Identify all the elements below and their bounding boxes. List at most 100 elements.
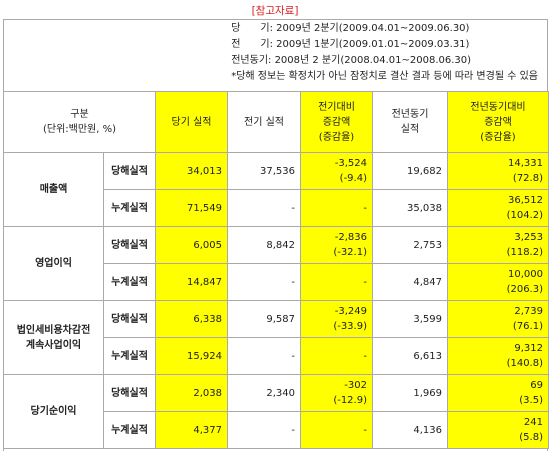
- value-cell: 14,847: [155, 263, 228, 301]
- header-cell: 구분 (단위:백만원, %): [3, 91, 156, 153]
- value-text: -: [363, 424, 367, 436]
- data-row: 영업이익 당해실적 6,005 8,842 -2,836 (-32.1) 2,753 3,25…: [3, 226, 549, 301]
- value-cell: -2,836 (-32.1): [300, 226, 373, 264]
- header-text: 전기대비: [318, 101, 355, 113]
- group-text: 영업이익: [35, 258, 72, 269]
- data-row: 누계실적 4,377 - - 4,136 241 (5.8): [4, 411, 549, 449]
- value-cell: -3,524 (-9.4): [300, 152, 373, 190]
- data-row: 누계실적 71,549 - - 35,038 36,512 (104.2): [4, 189, 549, 227]
- value-cell: 3,253 (118.2): [447, 226, 549, 264]
- value-text: (104.2): [506, 210, 543, 221]
- value-text: -: [291, 350, 295, 362]
- header-cell: 당기 실적: [155, 91, 228, 153]
- value-cell: 71,549: [155, 189, 228, 227]
- value-cell: 35,038: [372, 189, 448, 227]
- value-text: -: [363, 350, 367, 362]
- value-cell: 9,312 (140.8): [447, 337, 549, 375]
- header-text: 실적: [400, 124, 420, 135]
- value-text: -: [291, 276, 295, 288]
- value-text: 4,136: [413, 424, 442, 436]
- value-cell: -3,249 (-33.9): [300, 300, 373, 338]
- notes: 당 기: 2009년 2분기(2009.04.01~2009.06.30) 전 기…: [231, 21, 538, 85]
- value-cell: -: [227, 263, 301, 301]
- header-cell: 전기대비 증감액 (증감율): [300, 91, 373, 153]
- header-text: 전기 실적: [244, 116, 284, 128]
- value-text: 9,587: [266, 313, 295, 325]
- data-row: 누계실적 14,847 - - 4,847 10,000 (206.3): [4, 263, 549, 301]
- header-text: (단위:백만원, %): [42, 124, 117, 135]
- header-text: 구분: [70, 109, 89, 120]
- value-cell: 34,013: [155, 152, 228, 190]
- value-cell: 2,739 (76.1): [447, 300, 549, 338]
- value-text: 2,038: [193, 387, 222, 399]
- value-text: 8,842: [266, 239, 295, 251]
- value-cell: 6,005: [155, 226, 228, 264]
- value-cell: 6,613: [372, 337, 448, 375]
- value-cell: 8,842: [227, 226, 301, 264]
- value-text: (3.5): [519, 395, 543, 406]
- value-text: 19,682: [407, 165, 442, 177]
- row-label: 누계실적: [103, 263, 156, 301]
- value-cell: 10,000 (206.3): [447, 263, 549, 301]
- value-cell: 37,536: [227, 152, 301, 190]
- data-row: 당기순이익 당해실적 2,038 2,340 -302 (-12.9) 1,969 69 (3.…: [3, 374, 549, 449]
- value-text: 2,340: [266, 387, 295, 399]
- header-text: (증감율): [480, 131, 516, 143]
- header-cell: 전기 실적: [227, 91, 301, 153]
- value-cell: 69 (3.5): [447, 374, 549, 412]
- value-text: 34,013: [187, 165, 222, 177]
- note-line: 전년동기: 2008년 2 분기(2008.04.01~2008.06.30): [231, 55, 472, 66]
- value-text: (72.8): [512, 173, 543, 184]
- value-text: (-33.9): [333, 321, 367, 332]
- value-text: -: [363, 276, 367, 288]
- header-text: 전년동기: [391, 109, 429, 120]
- value-cell: 6,338: [155, 300, 228, 338]
- value-text: 71,549: [187, 202, 222, 214]
- value-text: 4,377: [193, 424, 222, 436]
- value-cell: 14,331 (72.8): [447, 152, 549, 190]
- value-cell: -: [227, 411, 301, 449]
- header-text: 증감액: [322, 116, 351, 128]
- row-label: 당해실적: [103, 152, 156, 190]
- row-label: 누계실적: [103, 189, 156, 227]
- group-label: 영업이익: [3, 226, 104, 301]
- title: [참고자료]: [251, 5, 299, 17]
- header-text: 전년동기대비: [470, 101, 526, 113]
- group-text: 계속사업이익: [25, 339, 82, 351]
- value-text: 6,338: [193, 313, 222, 325]
- row-label: 당해실적: [103, 374, 156, 412]
- value-cell: -: [300, 337, 373, 375]
- value-cell: 3,599: [372, 300, 448, 338]
- value-cell: -: [300, 411, 373, 449]
- value-cell: 1,969: [372, 374, 448, 412]
- data-row: 매출액 당해실적 34,013 37,536 -3,524 (-9.4) 19,682 14,…: [3, 152, 549, 227]
- value-text: 35,038: [407, 202, 442, 214]
- value-text: 36,512: [508, 195, 543, 206]
- group-text: 당기순이익: [30, 406, 77, 417]
- value-text: (118.2): [506, 247, 543, 258]
- value-text: -2,836: [334, 232, 367, 243]
- value-text: 69: [530, 380, 543, 391]
- note-line: 전 기: 2009년 1분기(2009.01.01~2009.03.31): [231, 39, 470, 50]
- value-text: 6,613: [413, 350, 442, 362]
- note-line: 당 기: 2009년 2분기(2009.04.01~2009.06.30): [231, 23, 470, 34]
- value-text: -: [291, 424, 295, 436]
- value-cell: 9,587: [227, 300, 301, 338]
- value-text: (-12.9): [333, 395, 367, 406]
- value-cell: 4,136: [372, 411, 448, 449]
- value-cell: 2,753: [372, 226, 448, 264]
- value-text: -3,249: [334, 306, 367, 317]
- value-text: 14,847: [187, 276, 222, 288]
- value-cell: 2,340: [227, 374, 301, 412]
- value-text: 10,000: [508, 269, 543, 280]
- data-row: 법인세비용차감전 계속사업이익 당해실적 6,338 9,587 -3,249 (-33.9…: [3, 300, 549, 375]
- value-text: -: [291, 202, 295, 214]
- value-cell: -: [227, 337, 301, 375]
- value-text: 9,312: [514, 343, 543, 354]
- value-text: 1,969: [413, 387, 442, 399]
- value-cell: -302 (-12.9): [300, 374, 373, 412]
- group-text: 법인세비용차감전: [16, 324, 91, 336]
